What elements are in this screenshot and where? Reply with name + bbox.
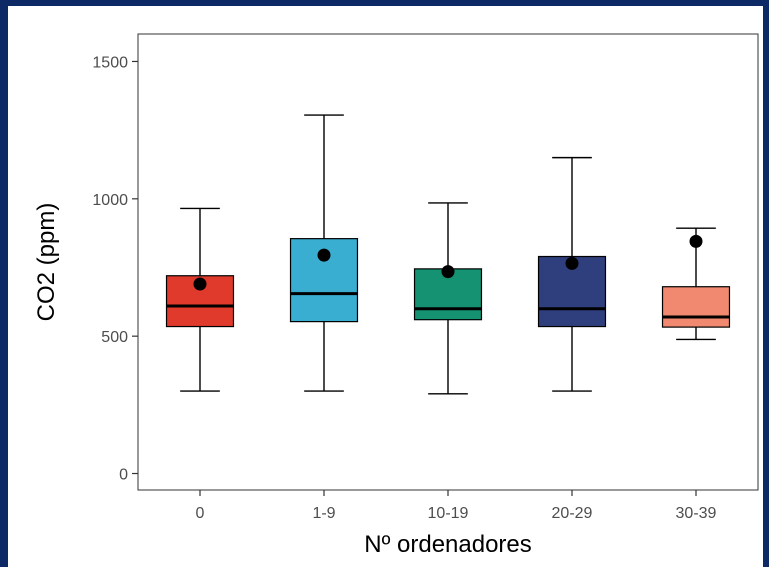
y-tick-label: 1000 (92, 192, 128, 209)
mean-point (565, 256, 579, 270)
box-10-19 (413, 202, 483, 395)
boxplot-chart: 0 500 1000 1500 0 1-9 10-19 20-29 30-39 CO2 (ppm… (33, 33, 759, 558)
box-30-39 (661, 227, 731, 341)
y-tick-label: 0 (119, 467, 128, 484)
mean-point (193, 277, 207, 291)
x-tick-label: 20-29 (552, 505, 593, 522)
mean-point (317, 248, 331, 262)
mean-point (689, 234, 703, 248)
mean-point (441, 265, 455, 279)
y-axis-title: CO2 (ppm) (33, 203, 60, 322)
iqr-box (413, 268, 483, 321)
x-axis-title: Nº ordenadores (364, 531, 532, 558)
box-0 (165, 207, 235, 392)
x-tick-label: 10-19 (428, 505, 469, 522)
y-tick-label: 1500 (92, 54, 128, 71)
x-tick-label: 0 (196, 505, 205, 522)
x-tick-label: 1-9 (312, 505, 335, 522)
iqr-box (661, 286, 731, 328)
box-20-29 (537, 156, 607, 392)
x-tick-label: 30-39 (676, 505, 717, 522)
y-tick-label: 500 (101, 329, 128, 346)
box-1-9 (289, 114, 359, 392)
